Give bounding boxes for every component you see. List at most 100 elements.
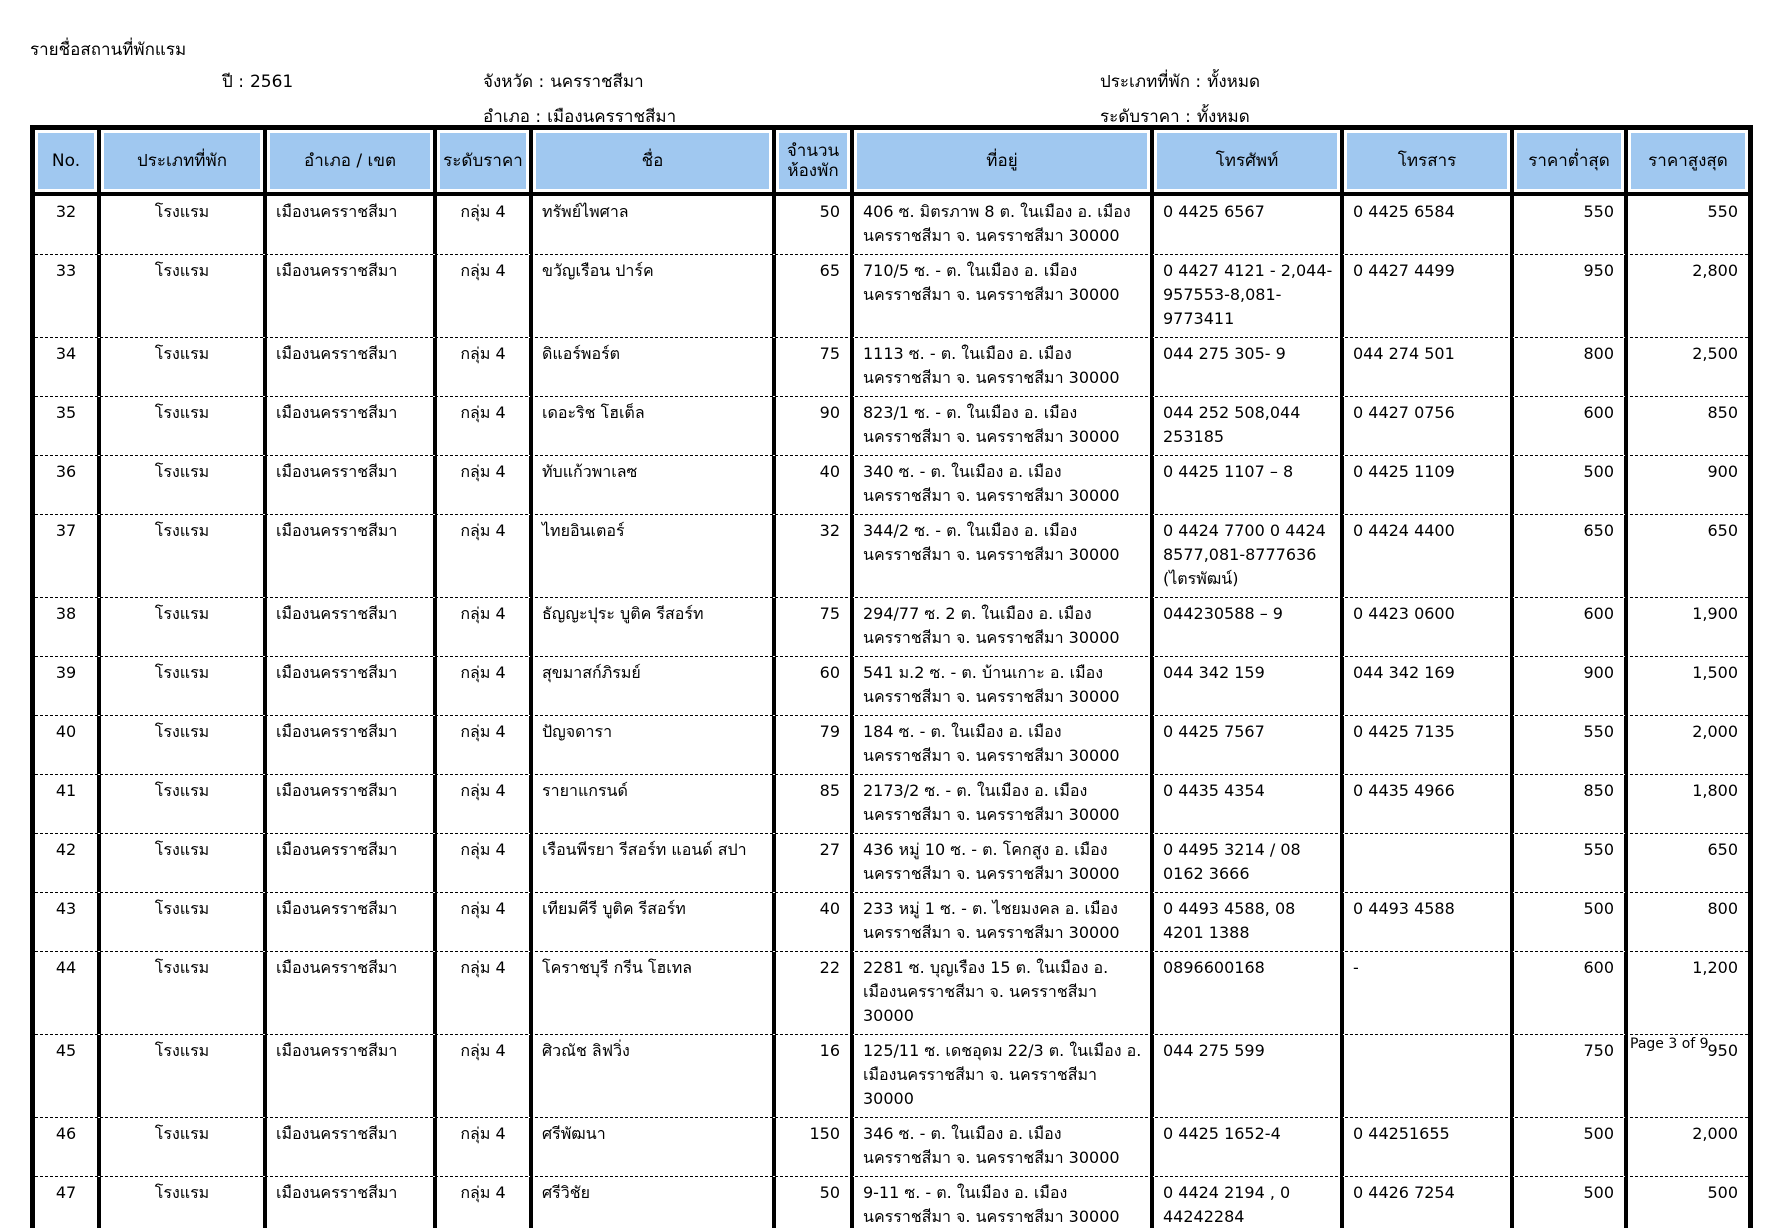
- cell-no: 36: [35, 456, 101, 514]
- cell-price-level: กลุ่ม 4: [437, 196, 533, 254]
- header-district: อำเภอ / เขต: [267, 130, 437, 192]
- cell-price-level: กลุ่ม 4: [437, 515, 533, 597]
- cell-phone: 0 4493 4588, 08 4201 1388: [1154, 893, 1344, 951]
- header-rooms-label-line1: จำนวน: [786, 141, 840, 161]
- cell-fax: 0 4493 4588: [1344, 893, 1514, 951]
- table-row: 43 โรงแรม เมืองนครราชสีมา กลุ่ม 4 เทียมค…: [35, 892, 1748, 951]
- table-row: 33 โรงแรม เมืองนครราชสีมา กลุ่ม 4 ขวัญเร…: [35, 254, 1748, 337]
- table-row: 44 โรงแรม เมืองนครราชสีมา กลุ่ม 4 โคราชบ…: [35, 951, 1748, 1034]
- table-row: 47 โรงแรม เมืองนครราชสีมา กลุ่ม 4 ศรีวิช…: [35, 1176, 1748, 1228]
- cell-min-price: 500: [1514, 1118, 1628, 1176]
- table-body: 32 โรงแรม เมืองนครราชสีมา กลุ่ม 4 ทรัพย์…: [35, 196, 1748, 1228]
- cell-district: เมืองนครราชสีมา: [267, 952, 437, 1034]
- cell-address: 2173/2 ซ. - ต. ในเมือง อ. เมืองนครราชสีม…: [854, 775, 1154, 833]
- header-fax: โทรสาร: [1344, 130, 1514, 192]
- cell-district: เมืองนครราชสีมา: [267, 834, 437, 892]
- cell-address: 406 ซ. มิตรภาพ 8 ต. ในเมือง อ. เมืองนครร…: [854, 196, 1154, 254]
- cell-max-price: 650: [1707, 840, 1738, 859]
- cell-district: เมืองนครราชสีมา: [267, 1035, 437, 1117]
- cell-max-price: 2,000: [1692, 722, 1738, 741]
- cell-phone: 044 252 508,044 253185: [1154, 397, 1344, 455]
- cell-no: 47: [35, 1177, 101, 1228]
- cell-max-price: 850: [1707, 403, 1738, 422]
- cell-name: ศรีพัฒนา: [533, 1118, 776, 1176]
- cell-district: เมืองนครราชสีมา: [267, 893, 437, 951]
- accommodation-table: No. ประเภทที่พัก อำเภอ / เขต ระดับราคา ช…: [30, 125, 1753, 1228]
- filter-year: ปี :2561: [222, 68, 293, 95]
- cell-max-price: 900: [1707, 462, 1738, 481]
- cell-rooms: 22: [776, 952, 854, 1034]
- cell-max-price: 1,200: [1692, 958, 1738, 977]
- cell-max-price: 2,500: [1692, 344, 1738, 363]
- cell-address: 344/2 ซ. - ต. ในเมือง อ. เมืองนครราชสีมา…: [854, 515, 1154, 597]
- cell-phone: 044230588 – 9: [1154, 598, 1344, 656]
- cell-name: ทับแก้วพาเลซ: [533, 456, 776, 514]
- header-fax-label: โทรสาร: [1397, 151, 1457, 171]
- cell-fax: 0 4425 6584: [1344, 196, 1514, 254]
- cell-district: เมืองนครราชสีมา: [267, 515, 437, 597]
- cell-max-price: 1,800: [1692, 781, 1738, 800]
- cell-district: เมืองนครราชสีมา: [267, 397, 437, 455]
- cell-fax: [1344, 1035, 1514, 1117]
- cell-max-price: 950: [1707, 1041, 1738, 1060]
- cell-price-level: กลุ่ม 4: [437, 598, 533, 656]
- cell-min-price: 800: [1514, 338, 1628, 396]
- cell-name: เทียมคีรี บูติค รีสอร์ท: [533, 893, 776, 951]
- filter-type-label: ประเภทที่พัก :: [1100, 72, 1202, 92]
- cell-min-price: 600: [1514, 952, 1628, 1034]
- cell-phone: 0 4424 7700 0 4424 8577,081-8777636 (ไตร…: [1154, 515, 1344, 597]
- filter-district-label: อำเภอ :: [483, 107, 542, 127]
- cell-rooms: 90: [776, 397, 854, 455]
- cell-phone: 0 4425 1107 – 8: [1154, 456, 1344, 514]
- cell-rooms: 32: [776, 515, 854, 597]
- cell-price-level: กลุ่ม 4: [437, 1035, 533, 1117]
- cell-address: 340 ซ. - ต. ในเมือง อ. เมืองนครราชสีมา จ…: [854, 456, 1154, 514]
- cell-name: ไทยอินเตอร์: [533, 515, 776, 597]
- cell-no: 34: [35, 338, 101, 396]
- cell-fax: 0 4423 0600: [1344, 598, 1514, 656]
- cell-phone: 0 4435 4354: [1154, 775, 1344, 833]
- cell-min-price: 900: [1514, 657, 1628, 715]
- cell-max-price: 500: [1707, 1183, 1738, 1202]
- cell-district: เมืองนครราชสีมา: [267, 775, 437, 833]
- cell-rooms: 79: [776, 716, 854, 774]
- cell-address: 9-11 ซ. - ต. ในเมือง อ. เมืองนครราชสีมา …: [854, 1177, 1154, 1228]
- cell-rooms: 60: [776, 657, 854, 715]
- cell-no: 42: [35, 834, 101, 892]
- cell-type: โรงแรม: [101, 834, 267, 892]
- cell-district: เมืองนครราชสีมา: [267, 657, 437, 715]
- table-row: 41 โรงแรม เมืองนครราชสีมา กลุ่ม 4 รายาแก…: [35, 774, 1748, 833]
- table-row: 45 โรงแรม เมืองนครราชสีมา กลุ่ม 4 ศิวณัช…: [35, 1034, 1748, 1117]
- cell-name: ศิวณัช ลิฟวิ่ง: [533, 1035, 776, 1117]
- cell-rooms: 50: [776, 196, 854, 254]
- cell-min-price: 650: [1514, 515, 1628, 597]
- filter-price-level: ระดับราคา : ทั้งหมด: [1100, 103, 1250, 130]
- table-row: 40 โรงแรม เมืองนครราชสีมา กลุ่ม 4 ปัญจดา…: [35, 715, 1748, 774]
- header-address: ที่อยู่: [854, 130, 1154, 192]
- header-no: No.: [35, 130, 101, 192]
- cell-no: 44: [35, 952, 101, 1034]
- cell-min-price: 500: [1514, 893, 1628, 951]
- cell-type: โรงแรม: [101, 657, 267, 715]
- cell-type: โรงแรม: [101, 598, 267, 656]
- cell-address: 710/5 ซ. - ต. ในเมือง อ. เมืองนครราชสีมา…: [854, 255, 1154, 337]
- cell-type: โรงแรม: [101, 893, 267, 951]
- cell-min-price: 600: [1514, 397, 1628, 455]
- cell-type: โรงแรม: [101, 1177, 267, 1228]
- table-row: 32 โรงแรม เมืองนครราชสีมา กลุ่ม 4 ทรัพย์…: [35, 196, 1748, 254]
- cell-max-price: 550: [1707, 202, 1738, 221]
- cell-name: ธัญญะปุระ บูติค รีสอร์ท: [533, 598, 776, 656]
- cell-min-price: 500: [1514, 1177, 1628, 1228]
- cell-fax: 0 4427 0756: [1344, 397, 1514, 455]
- header-no-label: No.: [51, 151, 81, 171]
- cell-district: เมืองนครราชสีมา: [267, 598, 437, 656]
- header-max-price: ราคาสูงสุด: [1628, 130, 1748, 192]
- table-row: 39 โรงแรม เมืองนครราชสีมา กลุ่ม 4 สุขมาส…: [35, 656, 1748, 715]
- cell-district: เมืองนครราชสีมา: [267, 1118, 437, 1176]
- table-row: 34 โรงแรม เมืองนครราชสีมา กลุ่ม 4 ดิแอร์…: [35, 337, 1748, 396]
- cell-name: ปัญจดารา: [533, 716, 776, 774]
- cell-min-price: 550: [1514, 716, 1628, 774]
- filter-year-label: ปี :: [222, 72, 244, 92]
- cell-min-price: 950: [1514, 255, 1628, 337]
